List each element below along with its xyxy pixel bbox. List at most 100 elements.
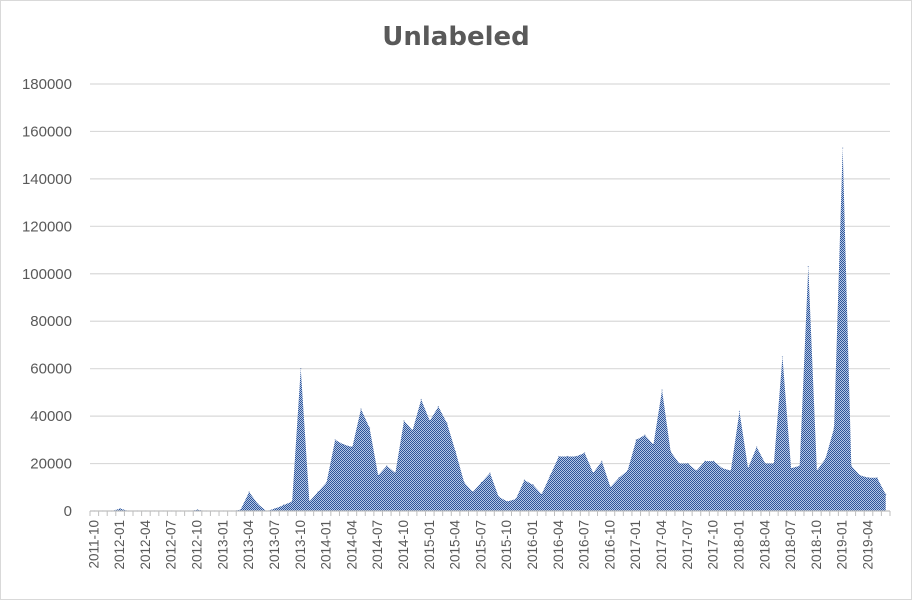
x-tick-label: 2017-04 bbox=[654, 520, 669, 570]
y-tick-label: 80000 bbox=[30, 313, 72, 330]
data-point bbox=[730, 470, 732, 472]
y-tick-label: 100000 bbox=[22, 266, 72, 283]
data-point bbox=[282, 504, 285, 506]
x-tick-label: 2014-07 bbox=[370, 520, 385, 570]
x-tick-label: 2015-01 bbox=[422, 520, 437, 570]
data-point bbox=[489, 472, 491, 474]
data-point bbox=[300, 368, 302, 370]
data-point bbox=[532, 484, 534, 486]
data-point bbox=[257, 503, 259, 505]
data-point bbox=[575, 455, 577, 458]
x-tick-label: 2018-10 bbox=[809, 520, 824, 570]
data-point bbox=[687, 462, 689, 465]
data-point bbox=[678, 462, 680, 465]
data-point bbox=[876, 477, 878, 479]
data-point bbox=[756, 446, 758, 448]
x-tick-label: 2013-04 bbox=[241, 520, 256, 570]
data-point bbox=[773, 462, 775, 465]
data-point bbox=[429, 420, 431, 422]
data-point bbox=[618, 477, 620, 479]
x-tick-label: 2014-04 bbox=[344, 520, 359, 570]
data-point bbox=[291, 500, 293, 503]
data-point bbox=[119, 508, 121, 510]
data-point bbox=[549, 474, 551, 477]
x-tick-label: 2014-10 bbox=[396, 520, 411, 570]
data-point bbox=[592, 472, 594, 474]
data-point bbox=[747, 467, 749, 469]
data-point bbox=[498, 496, 500, 498]
data-point bbox=[196, 509, 199, 511]
data-point bbox=[850, 465, 852, 467]
data-point bbox=[670, 451, 672, 453]
x-tick-label: 2017-07 bbox=[680, 520, 695, 570]
y-tick-label: 120000 bbox=[22, 218, 72, 235]
data-point bbox=[584, 452, 586, 454]
data-point bbox=[351, 446, 353, 448]
data-point bbox=[411, 429, 414, 431]
data-point bbox=[635, 439, 637, 441]
x-tick-label: 2012-07 bbox=[164, 520, 179, 570]
data-point bbox=[420, 398, 422, 401]
x-tick-label: 2018-01 bbox=[731, 520, 746, 570]
x-tick-label: 2013-10 bbox=[293, 520, 308, 570]
y-tick-label: 180000 bbox=[22, 76, 72, 93]
y-tick-label: 60000 bbox=[30, 361, 72, 378]
x-tick-label: 2012-01 bbox=[112, 520, 127, 570]
x-tick-label: 2012-10 bbox=[190, 520, 205, 570]
data-point bbox=[325, 481, 328, 484]
x-tick-label: 2013-01 bbox=[215, 520, 230, 570]
data-point bbox=[360, 408, 362, 410]
x-tick-label: 2016-01 bbox=[525, 520, 540, 570]
x-tick-label: 2011-10 bbox=[86, 520, 101, 569]
x-tick-label: 2016-07 bbox=[577, 520, 592, 570]
data-point bbox=[781, 356, 784, 358]
data-point bbox=[454, 451, 457, 453]
x-tick-label: 2017-10 bbox=[706, 520, 721, 570]
x-tick-label: 2015-07 bbox=[473, 520, 488, 570]
data-point bbox=[308, 500, 310, 503]
data-point bbox=[377, 474, 379, 477]
data-point bbox=[652, 443, 655, 446]
data-point bbox=[695, 470, 698, 472]
data-point bbox=[515, 498, 517, 500]
data-point bbox=[368, 427, 371, 429]
data-point bbox=[558, 455, 560, 458]
data-point bbox=[644, 434, 646, 436]
x-tick-label: 2018-07 bbox=[783, 520, 798, 570]
y-tick-label: 140000 bbox=[22, 171, 72, 188]
x-tick-label: 2014-01 bbox=[319, 520, 334, 570]
x-tick-label: 2016-10 bbox=[602, 520, 617, 570]
data-point bbox=[867, 477, 870, 479]
data-point bbox=[807, 266, 809, 268]
data-point bbox=[704, 460, 706, 462]
data-point bbox=[859, 474, 861, 477]
data-point bbox=[601, 460, 603, 462]
x-tick-label: 2019-04 bbox=[860, 520, 875, 570]
data-point bbox=[463, 481, 465, 484]
data-point bbox=[661, 389, 663, 391]
data-point bbox=[609, 486, 612, 488]
data-point bbox=[394, 472, 396, 474]
data-point bbox=[541, 493, 543, 495]
data-point bbox=[446, 422, 448, 424]
x-tick-label: 2015-04 bbox=[448, 520, 463, 570]
x-tick-label: 2019-01 bbox=[835, 520, 850, 570]
data-point bbox=[274, 508, 276, 510]
data-point bbox=[842, 147, 844, 149]
x-tick-label: 2017-01 bbox=[628, 520, 643, 570]
x-tick-label: 2012-04 bbox=[138, 520, 153, 570]
data-point bbox=[317, 491, 319, 493]
data-point bbox=[713, 460, 715, 462]
data-point bbox=[799, 465, 801, 467]
y-tick-label: 160000 bbox=[22, 123, 72, 140]
y-tick-label: 20000 bbox=[30, 456, 72, 473]
data-point bbox=[824, 458, 827, 460]
y-tick-label: 0 bbox=[64, 503, 72, 520]
data-point bbox=[816, 470, 818, 472]
area-series bbox=[94, 148, 886, 512]
data-point bbox=[885, 493, 887, 495]
chart-title: Unlabeled bbox=[382, 22, 530, 52]
x-tick-label: 2015-10 bbox=[499, 520, 514, 570]
data-point bbox=[721, 467, 723, 469]
